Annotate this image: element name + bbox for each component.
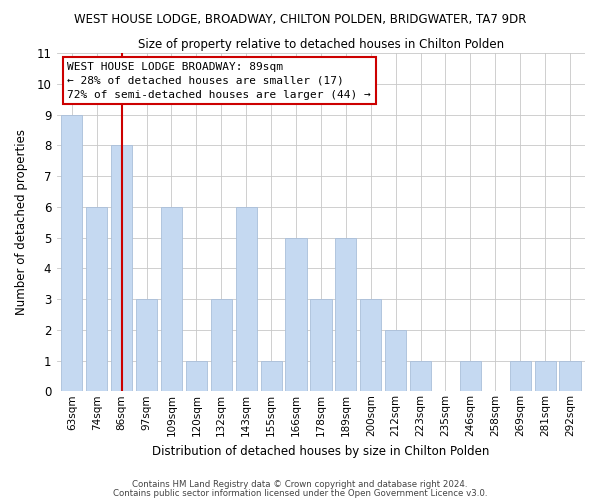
Bar <box>211 299 232 392</box>
Bar <box>260 360 282 392</box>
Title: Size of property relative to detached houses in Chilton Polden: Size of property relative to detached ho… <box>138 38 504 51</box>
Bar <box>236 207 257 392</box>
Text: WEST HOUSE LODGE, BROADWAY, CHILTON POLDEN, BRIDGWATER, TA7 9DR: WEST HOUSE LODGE, BROADWAY, CHILTON POLD… <box>74 12 526 26</box>
Bar <box>360 299 382 392</box>
Bar <box>535 360 556 392</box>
Bar <box>310 299 332 392</box>
Bar <box>111 146 132 392</box>
Bar <box>161 207 182 392</box>
Y-axis label: Number of detached properties: Number of detached properties <box>15 129 28 315</box>
Text: WEST HOUSE LODGE BROADWAY: 89sqm
← 28% of detached houses are smaller (17)
72% o: WEST HOUSE LODGE BROADWAY: 89sqm ← 28% o… <box>67 62 371 100</box>
Bar <box>335 238 356 392</box>
Bar <box>410 360 431 392</box>
Bar <box>186 360 207 392</box>
Bar <box>136 299 157 392</box>
Text: Contains HM Land Registry data © Crown copyright and database right 2024.: Contains HM Land Registry data © Crown c… <box>132 480 468 489</box>
X-axis label: Distribution of detached houses by size in Chilton Polden: Distribution of detached houses by size … <box>152 444 490 458</box>
Text: Contains public sector information licensed under the Open Government Licence v3: Contains public sector information licen… <box>113 489 487 498</box>
Bar <box>61 114 82 392</box>
Bar <box>86 207 107 392</box>
Bar <box>385 330 406 392</box>
Bar <box>286 238 307 392</box>
Bar <box>509 360 531 392</box>
Bar <box>559 360 581 392</box>
Bar <box>460 360 481 392</box>
